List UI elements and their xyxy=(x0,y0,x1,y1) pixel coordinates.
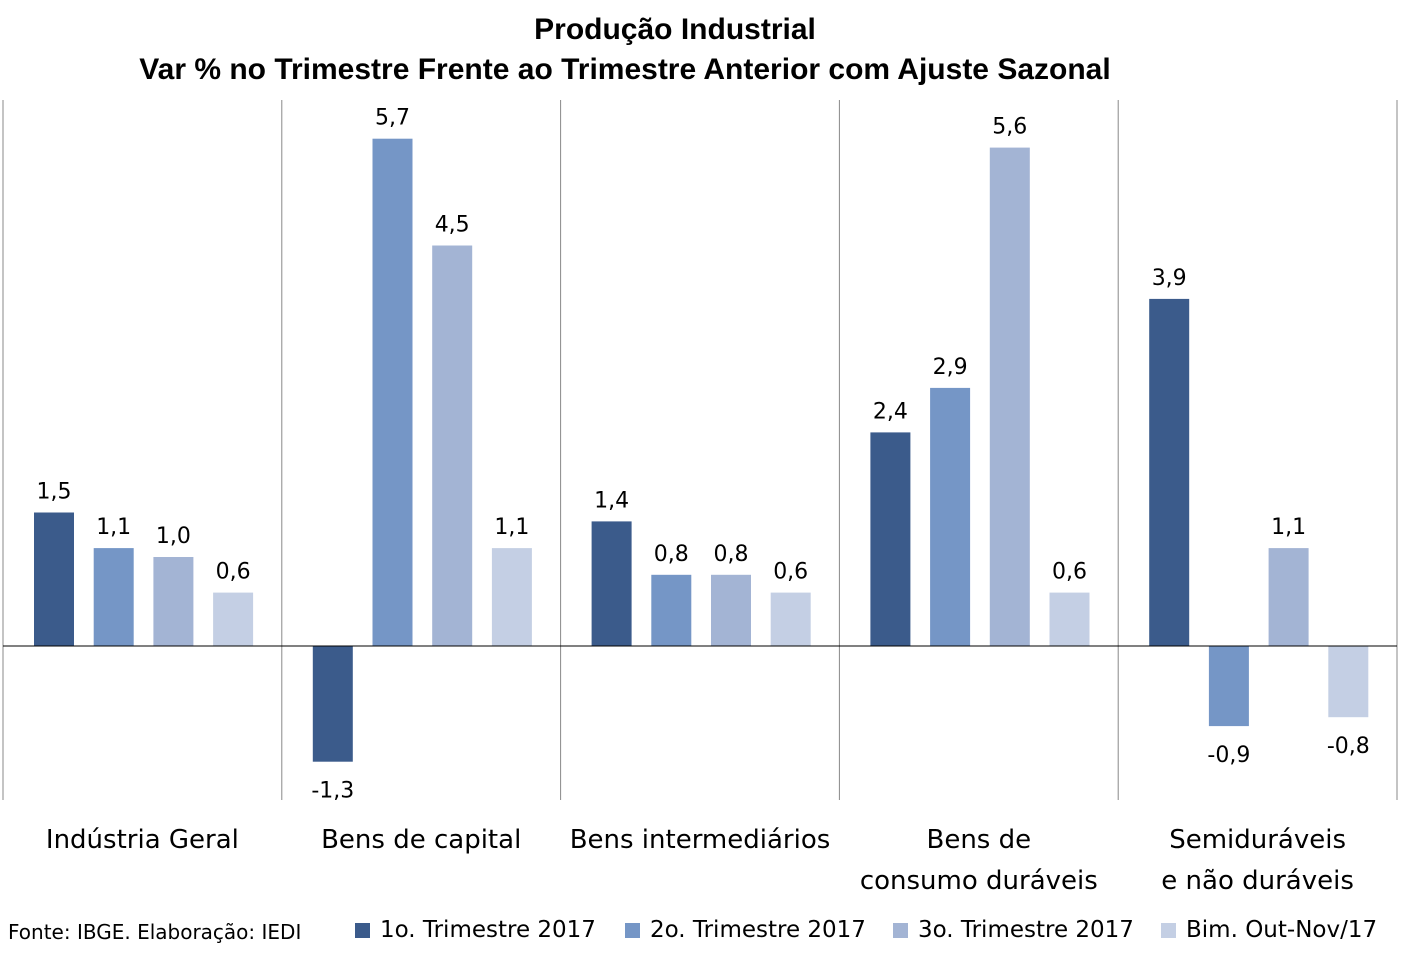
data-label-series-2-cat-3: 0,8 xyxy=(654,542,689,567)
chart-subtitle-line: Var % no Trimestre Frente ao Trimestre A… xyxy=(139,53,1111,86)
bar-series-1-cat-2 xyxy=(312,646,353,762)
bar-series-1-cat-4 xyxy=(870,432,911,646)
category-label-line: Indústria Geral xyxy=(46,825,239,855)
data-label-series-4-cat-3: 0,6 xyxy=(773,560,808,585)
category-label-3: Bens intermediários xyxy=(570,825,831,855)
category-label-line: Semiduráveis xyxy=(1169,825,1346,855)
legend-item-series-1: 1o. Trimestre 2017 xyxy=(355,917,596,943)
legend-swatch-series-4 xyxy=(1161,922,1176,938)
data-label-series-3-cat-2: 4,5 xyxy=(435,213,470,238)
category-label-5: Semiduráveis e não duráveis xyxy=(1161,825,1354,896)
data-label-series-2-cat-2: 5,7 xyxy=(375,106,410,131)
legend-label-series-2: 2o. Trimestre 2017 xyxy=(650,917,866,943)
bar-series-4-cat-5 xyxy=(1328,646,1369,718)
bar-series-4-cat-3 xyxy=(770,592,811,646)
category-label-line: Bens de capital xyxy=(321,825,521,855)
chart-footer: Fonte: IBGE. Elaboração: IEDI 1o. Trimes… xyxy=(0,915,1404,951)
data-label-series-2-cat-4: 2,9 xyxy=(933,355,968,380)
bar-series-1-cat-5 xyxy=(1149,298,1190,646)
legend-item-series-4: Bim. Out-Nov/17 xyxy=(1161,917,1377,943)
legend-label-series-4: Bim. Out-Nov/17 xyxy=(1186,917,1378,943)
category-labels: Indústria Geral Bens de capital Bens inter… xyxy=(46,825,1354,896)
value-labels: 1,5 -1,3 1,4 2,4 3,9 1,1 5,7 0,8 2,9 -0,9 1,0 4,5 0,… xyxy=(37,106,1370,804)
legend-swatch-series-1 xyxy=(355,922,370,938)
legend-label-series-3: 3o. Trimestre 2017 xyxy=(918,917,1134,943)
grid-lines xyxy=(2,100,1398,800)
category-label-4: Bens de consumo duráveis xyxy=(860,825,1098,896)
legend-item-series-2: 2o. Trimestre 2017 xyxy=(625,917,866,943)
data-label-series-1-cat-3: 1,4 xyxy=(594,488,629,513)
chart-title-line: Produção Industrial xyxy=(534,13,816,46)
data-label-series-2-cat-5: -0,9 xyxy=(1207,743,1250,768)
bar-series-3-cat-5 xyxy=(1268,548,1309,646)
bars xyxy=(34,138,1369,762)
data-label-series-1-cat-2: -1,3 xyxy=(311,779,354,804)
data-label-series-1-cat-4: 2,4 xyxy=(873,399,908,424)
bar-series-2-cat-5 xyxy=(1208,646,1249,727)
bar-chart: 1,5 -1,3 1,4 2,4 3,9 1,1 5,7 0,8 2,9 -0,9 1,0 4,5 0,… xyxy=(2,100,1398,896)
category-label-line: Bens intermediários xyxy=(570,825,831,855)
data-label-series-3-cat-3: 0,8 xyxy=(714,542,749,567)
bar-series-4-cat-4 xyxy=(1049,592,1090,646)
data-label-series-2-cat-1: 1,1 xyxy=(96,515,131,540)
legend-swatch-series-3 xyxy=(893,922,908,938)
bar-series-4-cat-2 xyxy=(491,548,532,646)
category-label-line: consumo duráveis xyxy=(860,866,1098,896)
data-label-series-1-cat-5: 3,9 xyxy=(1152,266,1187,291)
source-note: Fonte: IBGE. Elaboração: IEDI xyxy=(8,920,302,944)
bar-series-1-cat-1 xyxy=(34,512,74,646)
bar-series-2-cat-2 xyxy=(372,138,413,646)
legend-item-series-3: 3o. Trimestre 2017 xyxy=(893,917,1134,943)
category-label-1: Indústria Geral xyxy=(46,825,239,855)
bar-series-4-cat-1 xyxy=(213,592,254,646)
bar-series-2-cat-3 xyxy=(651,574,692,646)
data-label-series-3-cat-1: 1,0 xyxy=(156,524,191,549)
data-label-series-3-cat-5: 1,1 xyxy=(1271,515,1306,540)
category-label-line: e não duráveis xyxy=(1161,866,1354,896)
category-label-line: Bens de xyxy=(926,825,1031,855)
bar-series-3-cat-3 xyxy=(711,574,751,646)
bar-series-1-cat-3 xyxy=(591,521,632,646)
category-label-2: Bens de capital xyxy=(321,825,521,855)
chart-title: Produção Industrial Var % no Trimestre F… xyxy=(0,10,1404,90)
data-label-series-4-cat-2: 1,1 xyxy=(494,515,529,540)
data-label-series-4-cat-4: 0,6 xyxy=(1052,560,1087,585)
bar-series-3-cat-1 xyxy=(153,557,194,646)
bar-series-2-cat-1 xyxy=(93,548,134,646)
data-label-series-4-cat-5: -0,8 xyxy=(1327,734,1370,759)
data-label-series-4-cat-1: 0,6 xyxy=(216,560,251,585)
bar-series-2-cat-4 xyxy=(930,387,971,646)
data-label-series-3-cat-4: 5,6 xyxy=(992,115,1027,140)
bar-series-3-cat-2 xyxy=(432,245,473,646)
bar-series-3-cat-4 xyxy=(989,147,1030,646)
data-label-series-1-cat-1: 1,5 xyxy=(37,480,72,505)
legend-swatch-series-2 xyxy=(625,922,640,938)
legend-label-series-1: 1o. Trimestre 2017 xyxy=(380,917,596,943)
